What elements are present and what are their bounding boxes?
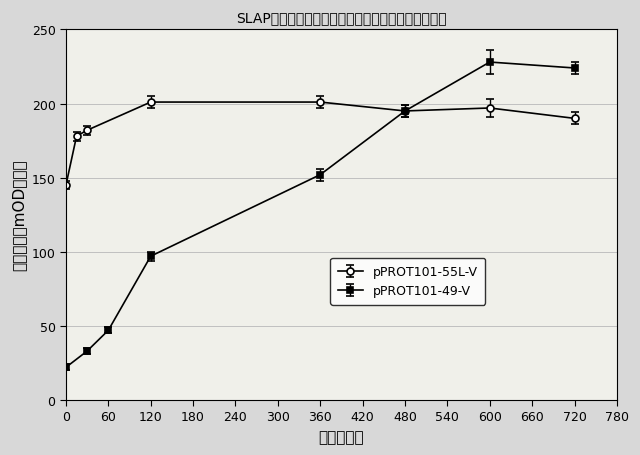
X-axis label: 時間（分）: 時間（分） bbox=[319, 429, 364, 444]
Y-axis label: 反応速度（mOD／分）: 反応速度（mOD／分） bbox=[11, 160, 26, 271]
Legend: pPROT101-55L-V, pPROT101-49-V: pPROT101-55L-V, pPROT101-49-V bbox=[330, 258, 485, 305]
Title: SLAPアッセイによって測定されたエラスターゼ活性: SLAPアッセイによって測定されたエラスターゼ活性 bbox=[236, 11, 447, 25]
